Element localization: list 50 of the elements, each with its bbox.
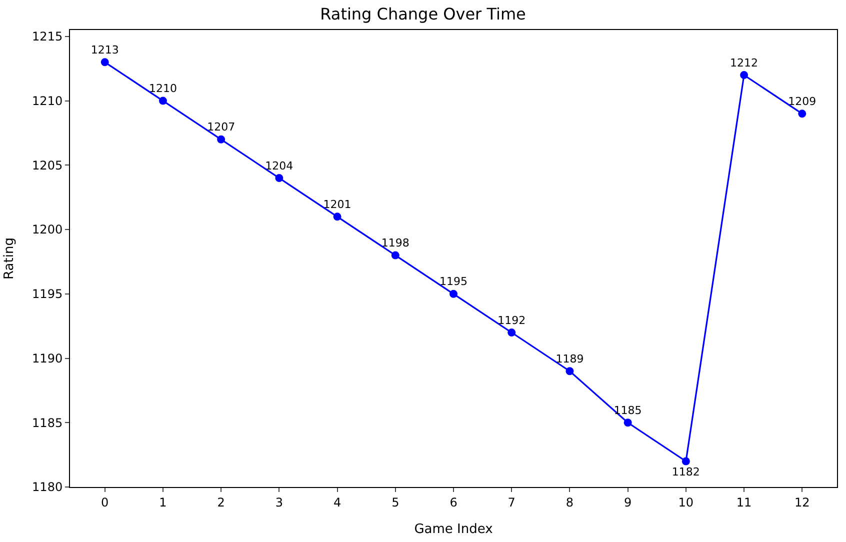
y-tick-label: 1215 <box>32 30 63 44</box>
x-tick-label: 0 <box>101 495 109 510</box>
data-label: 1198 <box>381 236 410 250</box>
x-tick-label: 7 <box>508 495 516 510</box>
x-tick-label: 9 <box>624 495 632 510</box>
data-label: 1182 <box>672 466 700 478</box>
y-tick-label: 1210 <box>32 94 63 108</box>
x-tick-label: 12 <box>794 495 810 510</box>
y-axis-title: Rating <box>2 238 18 280</box>
data-label: 1204 <box>265 159 294 172</box>
data-label: 1201 <box>323 198 352 211</box>
y-tick-label: 1180 <box>32 480 63 494</box>
point <box>391 251 400 260</box>
x-tick-label: 4 <box>333 495 342 510</box>
x-tick-label: 5 <box>392 495 400 510</box>
point <box>740 71 748 80</box>
chart-title: Rating Change Over Time <box>320 4 526 24</box>
data-label: 1213 <box>90 43 119 56</box>
data-label: 1209 <box>788 94 816 108</box>
x-tick-label: 3 <box>275 495 283 510</box>
x-axis-title: Game Index <box>414 522 494 537</box>
point <box>450 290 458 298</box>
x-tick-label: 6 <box>450 495 458 510</box>
x-tick-label: 11 <box>736 495 752 510</box>
point <box>158 96 167 105</box>
data-label: 1207 <box>207 120 236 134</box>
point <box>100 58 109 66</box>
y-tick-label: 1185 <box>32 416 63 430</box>
point <box>798 110 806 118</box>
point <box>508 328 516 337</box>
y-tick-label: 1200 <box>32 222 63 237</box>
point <box>624 418 632 427</box>
x-tick-label: 10 <box>678 495 694 510</box>
data-label: 1195 <box>440 275 468 288</box>
y-tick-label: 1190 <box>32 351 63 366</box>
point <box>682 457 690 466</box>
point <box>566 367 574 376</box>
x-tick-label: 2 <box>217 495 225 510</box>
point <box>275 174 284 182</box>
point <box>217 135 226 144</box>
point <box>333 212 342 221</box>
y-tick-label: 1205 <box>32 158 63 172</box>
data-label: 1210 <box>148 82 177 96</box>
data-label: 1185 <box>614 404 642 417</box>
data-label: 1192 <box>498 314 526 327</box>
x-tick-label: 1 <box>159 495 167 510</box>
x-tick-label: 8 <box>566 495 574 510</box>
data-label: 1212 <box>730 56 758 70</box>
y-tick-label: 1195 <box>32 287 63 302</box>
data-label: 1189 <box>556 352 584 366</box>
